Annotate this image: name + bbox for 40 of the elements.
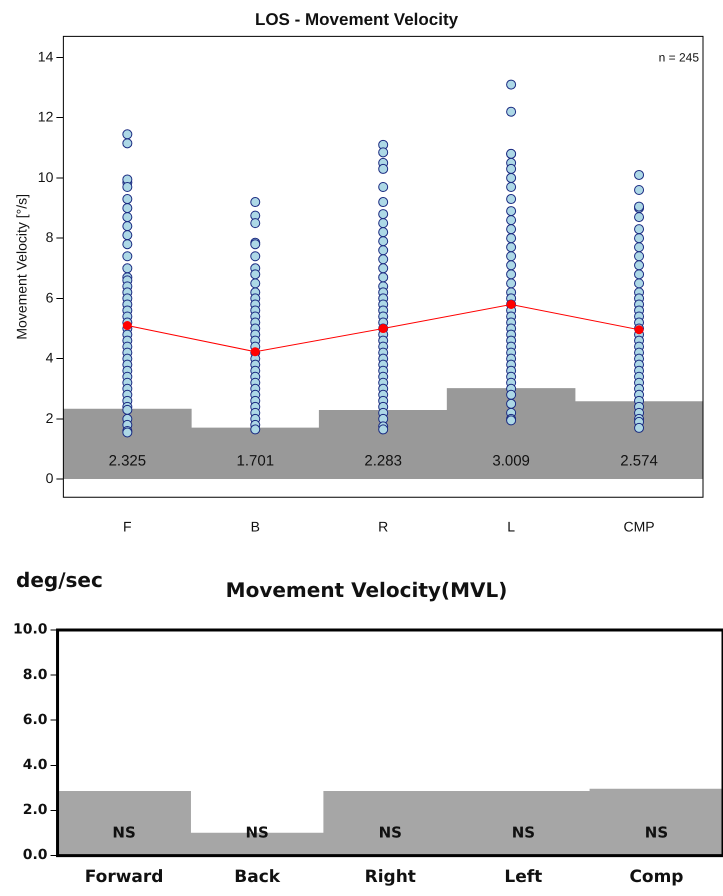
point <box>122 321 132 330</box>
data-label: 2.574 <box>620 452 658 470</box>
x-tick-label: Left <box>504 867 542 888</box>
x-tick-label: L <box>507 518 516 534</box>
y-tick-label: 4 <box>46 350 54 366</box>
chart-title: LOS - Movement Velocity <box>254 10 459 29</box>
y-tick-label: 2.0 <box>22 802 48 818</box>
data-label: NS <box>378 823 402 842</box>
data-label: 1.701 <box>236 452 274 470</box>
x-tick-label: B <box>250 518 260 534</box>
y-tick-label: 14 <box>38 48 54 64</box>
x-tick-label: Back <box>234 867 281 888</box>
annotation: n = 245 <box>658 50 700 65</box>
y-tick-label: 10.0 <box>12 622 48 638</box>
data-label: 3.009 <box>492 452 530 470</box>
data-label: NS <box>512 823 536 842</box>
x-tick-label: Forward <box>84 867 164 888</box>
y-tick-label: 0 <box>46 470 54 486</box>
y-tick-label: 6 <box>46 289 54 306</box>
chart-title: Movement Velocity(MVL) <box>226 578 508 602</box>
x-tick-label: F <box>123 518 132 534</box>
y-axis-title: Movement Velocity [°/s] <box>13 194 30 340</box>
x-tick-label: Comp <box>629 867 684 888</box>
y-tick-label: 10 <box>38 168 54 185</box>
y-tick-label: 12 <box>38 108 54 125</box>
y-tick-label: 4.0 <box>22 757 48 773</box>
y-axis-title: deg/sec <box>16 568 103 592</box>
y-tick-label: 0.0 <box>22 847 48 864</box>
y-tick-label: 8.0 <box>22 666 48 683</box>
data-label: NS <box>644 823 668 842</box>
x-tick-label: R <box>378 518 388 534</box>
data-label: NS <box>246 823 269 842</box>
data-label: NS <box>112 823 136 842</box>
data-label: 2.283 <box>364 452 402 470</box>
x-tick-label: CMP <box>623 518 655 534</box>
x-tick-label: Right <box>364 867 416 888</box>
y-tick-label: 2 <box>46 410 54 426</box>
y-tick-label: 8 <box>46 229 54 246</box>
y-tick-label: 6.0 <box>22 712 48 728</box>
data-label: 2.325 <box>108 452 146 470</box>
